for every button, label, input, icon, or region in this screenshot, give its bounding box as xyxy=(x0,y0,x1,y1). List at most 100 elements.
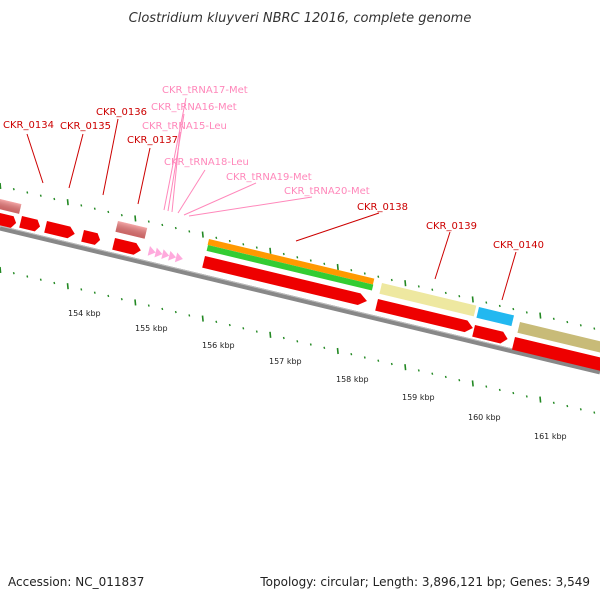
tick-mark xyxy=(593,327,596,330)
tick-mark xyxy=(201,315,204,322)
gene-label[interactable]: CKR_tRNA20-Met xyxy=(284,186,370,197)
tick-mark xyxy=(120,297,123,301)
tick-mark xyxy=(269,247,272,254)
kbp-label: 157 kbp xyxy=(269,357,302,366)
tick-mark xyxy=(363,272,366,275)
tick-mark xyxy=(431,288,434,291)
tick-mark xyxy=(471,296,474,303)
tick-mark xyxy=(512,307,515,311)
tick-mark xyxy=(269,331,272,338)
tick-mark xyxy=(174,226,177,230)
accession-text: Accession: NC_011837 xyxy=(8,575,144,589)
tick-mark xyxy=(242,327,245,330)
tick-mark xyxy=(255,246,258,249)
lower-tick-row xyxy=(0,266,596,414)
cds-0136b-arrow[interactable] xyxy=(81,230,101,246)
tick-mark xyxy=(39,278,42,281)
tick-mark xyxy=(93,291,96,294)
tick-mark xyxy=(336,263,339,271)
tick-mark xyxy=(471,380,474,387)
kbp-label: 160 kbp xyxy=(468,413,501,422)
gene-label[interactable]: CKR_tRNA19-Met xyxy=(226,172,312,183)
cds-0138-arrow[interactable] xyxy=(202,256,368,307)
tick-mark xyxy=(93,207,96,210)
cds-0139-arrow[interactable] xyxy=(375,299,474,334)
olive-feature-bar[interactable] xyxy=(517,322,600,354)
cds-0136-arrow[interactable] xyxy=(44,221,76,240)
kbp-labels: 154 kbp 155 kbp 156 kbp 157 kbp 158 kbp … xyxy=(68,309,567,441)
gene-label[interactable]: CKR_0136 xyxy=(96,107,147,118)
tick-mark xyxy=(579,324,582,327)
pink-block-left[interactable] xyxy=(0,199,22,214)
pink-block-0137[interactable] xyxy=(115,221,148,239)
tick-mark xyxy=(12,271,15,275)
cds-right-arrow[interactable] xyxy=(511,337,600,372)
green-feature-bar[interactable] xyxy=(206,245,374,291)
kbp-label: 155 kbp xyxy=(135,324,168,333)
tick-mark xyxy=(323,346,326,350)
tick-mark xyxy=(363,356,366,359)
tick-mark xyxy=(525,311,528,314)
tick-mark xyxy=(552,317,555,321)
tick-mark xyxy=(53,197,56,201)
tick-mark xyxy=(134,299,137,306)
gene-label[interactable]: CKR_tRNA17-Met xyxy=(162,85,248,96)
genome-summary-text: Topology: circular; Length: 3,896,121 bp… xyxy=(259,575,590,589)
gene-label[interactable]: CKR_tRNA16-Met xyxy=(151,102,237,113)
tick-mark xyxy=(80,204,83,207)
tick-mark xyxy=(215,320,218,324)
gene-label[interactable]: CKR_0135 xyxy=(60,121,111,132)
tick-mark xyxy=(26,275,29,278)
gene-label[interactable]: CKR_0137 xyxy=(127,135,178,146)
khaki-feature-bar[interactable] xyxy=(379,283,477,317)
tick-mark xyxy=(498,388,501,392)
tick-mark xyxy=(390,278,393,282)
cds-0135-arrow[interactable] xyxy=(19,216,41,232)
gene-label[interactable]: CKR_0134 xyxy=(3,120,54,131)
gene-label[interactable]: CKR_tRNA15-Leu xyxy=(142,121,227,132)
gene-label[interactable]: CKR_0139 xyxy=(426,221,477,232)
kbp-label: 161 kbp xyxy=(534,432,567,441)
trna-arrows[interactable] xyxy=(147,246,184,264)
tick-mark xyxy=(431,372,434,375)
tick-mark xyxy=(147,304,150,307)
tick-mark xyxy=(566,320,569,324)
tick-mark xyxy=(147,220,150,223)
tick-mark xyxy=(296,340,299,343)
tick-mark xyxy=(107,210,110,214)
tick-mark xyxy=(66,199,69,206)
tick-mark xyxy=(282,252,285,256)
tick-mark xyxy=(593,411,596,414)
cds-0140-arrow[interactable] xyxy=(472,325,509,345)
tick-mark xyxy=(242,243,245,246)
tick-mark xyxy=(66,283,69,290)
tick-mark xyxy=(228,323,231,327)
tick-mark xyxy=(539,396,542,403)
cds-0137-arrow[interactable] xyxy=(112,238,142,256)
gene-label[interactable]: CKR_tRNA18-Leu xyxy=(164,157,249,168)
orange-feature-bar[interactable] xyxy=(207,239,375,285)
tick-mark xyxy=(552,401,555,405)
tick-mark xyxy=(201,231,204,238)
tick-mark xyxy=(161,223,164,227)
tick-mark xyxy=(417,285,420,288)
tick-mark xyxy=(350,268,353,272)
tick-mark xyxy=(498,304,501,308)
tick-mark xyxy=(0,182,2,190)
gene-label[interactable]: CKR_0138 xyxy=(357,202,408,213)
tick-mark xyxy=(26,191,29,194)
gene-label[interactable]: CKR_0140 xyxy=(493,240,544,251)
upper-tick-row xyxy=(0,182,596,330)
cds-0134-arrow[interactable] xyxy=(0,213,18,229)
tick-mark xyxy=(458,378,461,382)
tick-mark xyxy=(188,314,191,317)
kbp-label: 158 kbp xyxy=(336,375,369,384)
tick-mark xyxy=(309,343,312,346)
tick-mark xyxy=(309,259,312,262)
label-leader-lines xyxy=(26,97,517,301)
tick-mark xyxy=(336,347,339,355)
blue-feature-bar[interactable] xyxy=(476,307,515,327)
kbp-label: 159 kbp xyxy=(402,393,435,402)
tick-mark xyxy=(80,288,83,291)
